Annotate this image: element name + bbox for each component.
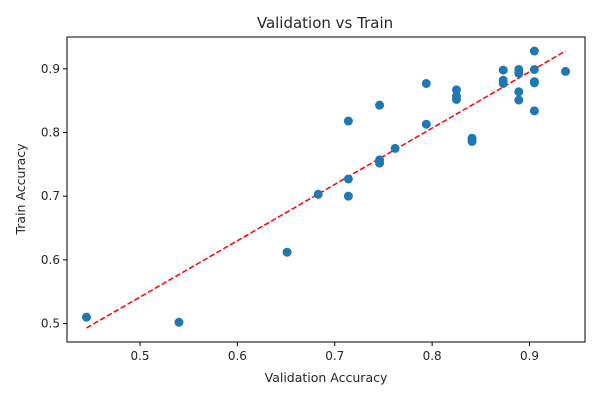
chart-title: Validation vs Train [257, 14, 393, 32]
data-point [282, 247, 292, 257]
y-tick-label: 0.9 [41, 62, 60, 76]
data-point [375, 155, 385, 165]
data-point [514, 64, 524, 74]
data-point [529, 106, 539, 116]
data-point [498, 65, 508, 75]
data-point [174, 317, 184, 327]
data-point [343, 116, 353, 126]
data-point [390, 143, 400, 153]
x-tick-label: 0.9 [520, 349, 539, 363]
y-tick-label: 0.7 [41, 189, 60, 203]
y-tick-label: 0.8 [41, 126, 60, 140]
data-point [498, 75, 508, 85]
trend-line [86, 50, 566, 329]
data-point [514, 87, 524, 97]
data-point [343, 174, 353, 184]
plot-area [81, 46, 571, 329]
data-point [514, 95, 524, 105]
y-axis: 0.5 0.6 0.7 0.8 0.9 [41, 62, 67, 331]
data-point [451, 85, 461, 95]
data-point [529, 64, 539, 74]
data-point [375, 100, 385, 110]
y-axis-label: Train Accuracy [13, 143, 28, 236]
x-axis: 0.5 0.6 0.7 0.8 0.9 [130, 342, 539, 363]
y-tick-label: 0.6 [41, 253, 60, 267]
plot-frame [66, 36, 586, 343]
y-tick-label: 0.5 [41, 317, 60, 331]
data-point [561, 66, 571, 76]
x-tick-label: 0.7 [325, 349, 344, 363]
x-axis-label: Validation Accuracy [265, 370, 388, 385]
x-tick-label: 0.8 [423, 349, 442, 363]
x-tick-label: 0.6 [228, 349, 247, 363]
data-point [451, 91, 461, 101]
data-point [529, 77, 539, 87]
data-point [529, 46, 539, 56]
data-point [81, 312, 91, 322]
x-tick-label: 0.5 [130, 349, 149, 363]
data-point [421, 119, 431, 129]
data-point [421, 78, 431, 88]
data-point [313, 189, 323, 199]
data-point [343, 191, 353, 201]
data-point [467, 133, 477, 143]
